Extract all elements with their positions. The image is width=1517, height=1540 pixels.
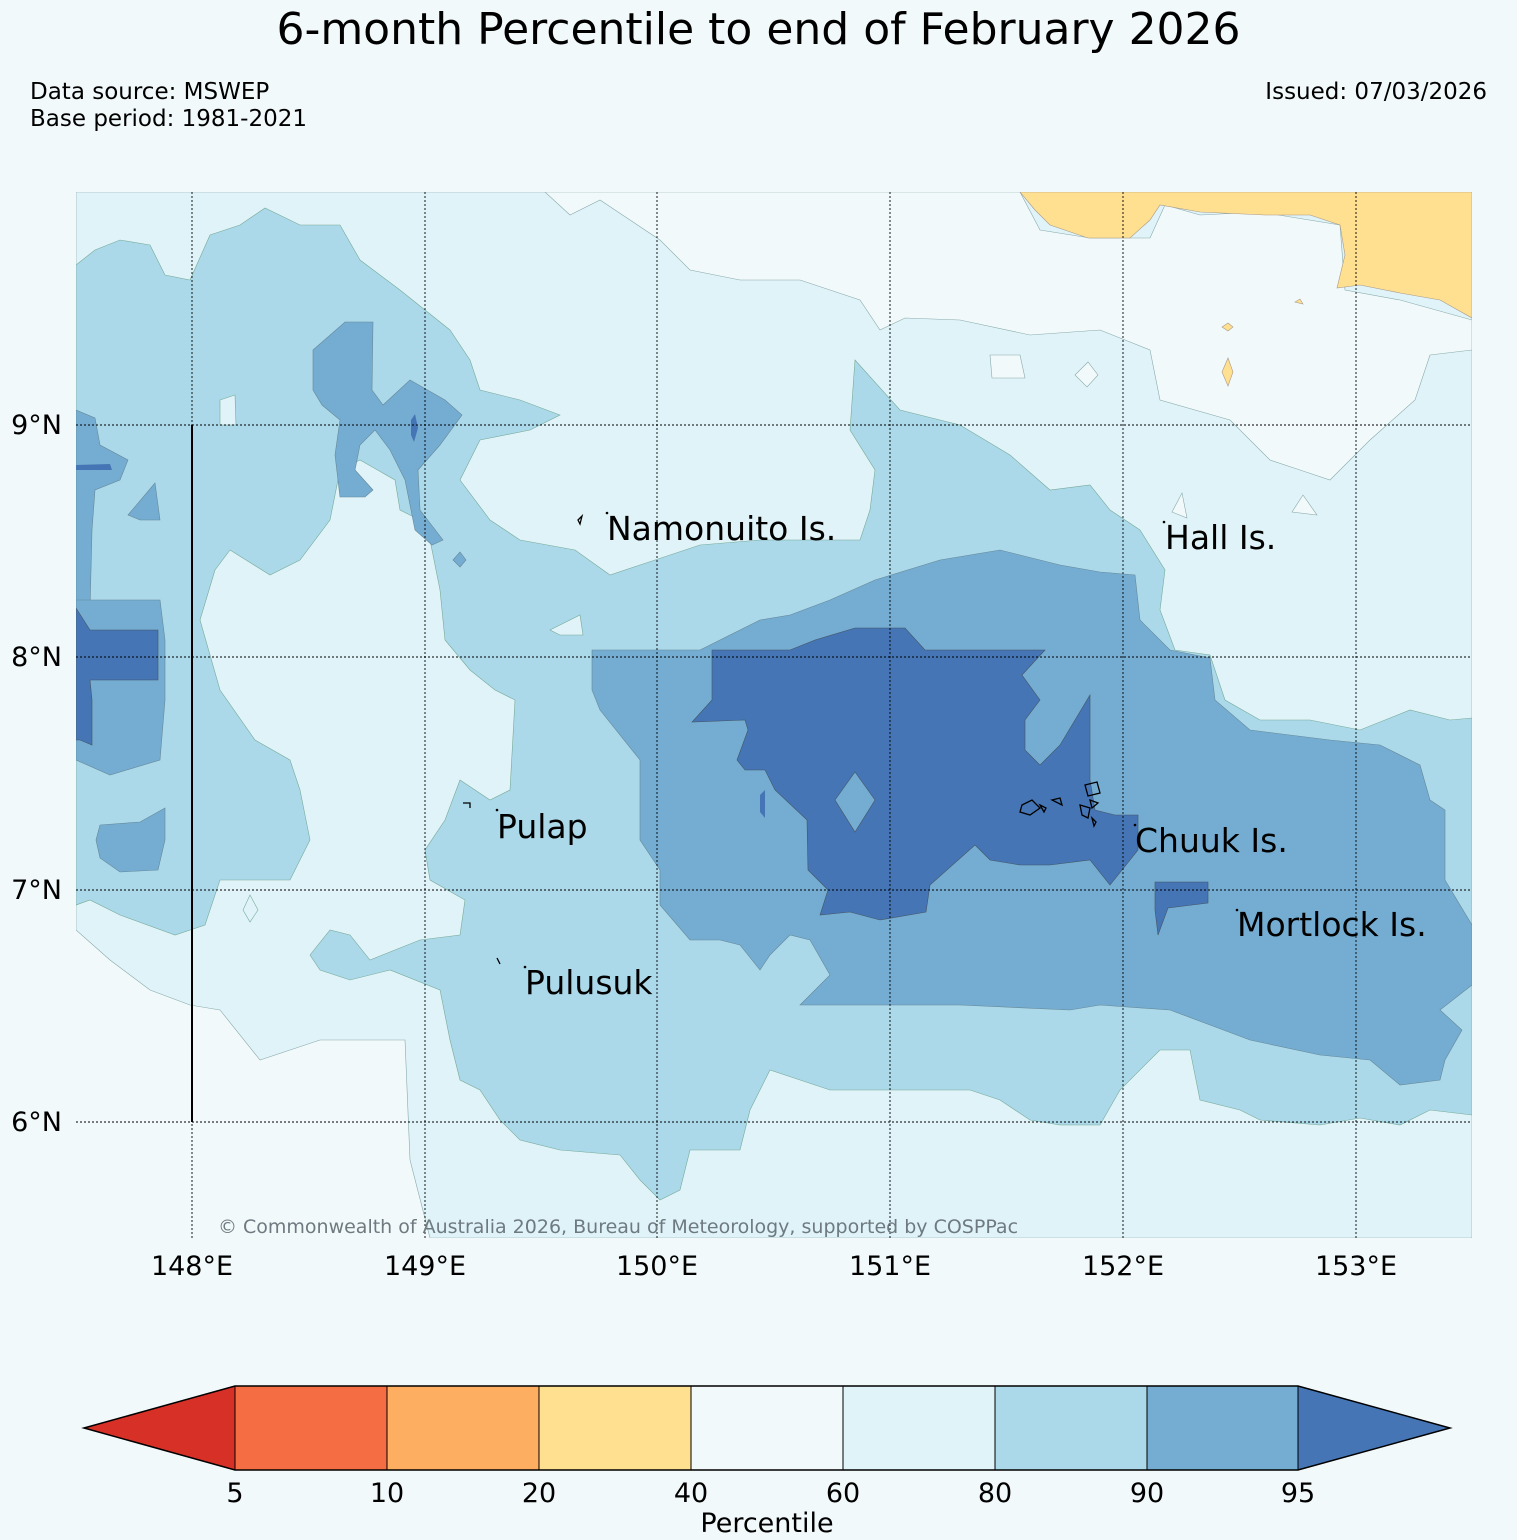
region-20-40 [1294, 298, 1304, 305]
island-outlines [463, 513, 1101, 965]
region-95-plus [411, 414, 418, 442]
colorbar-tick: 5 [226, 1478, 243, 1509]
colorbar-label: Percentile [700, 1508, 833, 1539]
lon-label: 151°E [849, 1251, 931, 1282]
chart-title: 6-month Percentile to end of February 20… [276, 4, 1241, 55]
place-label-hall: Hall Is. [1165, 518, 1276, 557]
region-95-plus [1154, 881, 1209, 936]
colorbar-segment-40-60 [691, 1386, 843, 1470]
lat-label: 6°N [11, 1107, 62, 1138]
region-95-plus [691, 627, 1139, 921]
data-source: Data source: MSWEP [30, 79, 270, 105]
place-markers [495, 511, 1239, 969]
region-20-40 [1221, 357, 1234, 387]
region-95-plus [760, 790, 765, 818]
region-60-80-hole [242, 894, 259, 923]
region-60-80-hole [219, 394, 237, 426]
colorbar-segment-90-95 [1147, 1386, 1298, 1470]
region-40-60-hole [1074, 361, 1099, 388]
lon-label: 150°E [616, 1251, 698, 1282]
colorbar-tick: 40 [674, 1478, 708, 1509]
graticule [76, 192, 1472, 1238]
colorbar-segment-5-10 [235, 1386, 387, 1470]
place-label-pulusuk: Pulusuk [525, 963, 653, 1002]
colorbar-tick: 60 [826, 1478, 860, 1509]
colorbar-tick: 10 [370, 1478, 404, 1509]
region-95-plus [76, 607, 159, 746]
map-plot-area: Namonuito Is. Hall Is. Pulap Chuuk Is. M… [76, 192, 1472, 1238]
data-source-info: Data source: MSWEP Base period: 1981-202… [30, 79, 307, 133]
lat-label: 9°N [11, 410, 62, 441]
lon-label: 148°E [151, 1251, 233, 1282]
colorbar-tick: 90 [1130, 1478, 1164, 1509]
colorbar-segment-above-95 [1298, 1386, 1450, 1470]
colorbar-segment-below-5 [84, 1386, 235, 1470]
copyright-notice: © Commonwealth of Australia 2026, Bureau… [218, 1216, 1018, 1238]
region-20-40 [1019, 192, 1472, 319]
region-95-plus [76, 464, 112, 470]
region-90-95 [452, 551, 467, 568]
place-label-mortlock: Mortlock Is. [1237, 905, 1427, 944]
lat-label: 7°N [11, 875, 62, 906]
lon-label: 153°E [1315, 1251, 1397, 1282]
region-60-80-hole [549, 614, 584, 636]
colorbar-segment-80-90 [995, 1386, 1147, 1470]
colorbar-tick: 80 [978, 1478, 1012, 1509]
region-90-95 [127, 482, 161, 521]
region-90-95-hole [834, 771, 876, 833]
region-40-60-hole [1291, 494, 1318, 516]
colorbar-tick: 95 [1281, 1478, 1315, 1509]
colorbar-tick: 20 [522, 1478, 556, 1509]
region-40-60-hole [989, 354, 1026, 379]
region-20-40 [1221, 322, 1234, 332]
place-label-pulap: Pulap [497, 807, 588, 846]
colorbar-segment-20-40 [539, 1386, 691, 1470]
lon-label: 149°E [384, 1251, 466, 1282]
place-label-namonuito: Namonuito Is. [607, 509, 836, 548]
region-40-60-hole [544, 192, 1472, 481]
region-90-95 [95, 807, 166, 873]
colorbar-segment-10-20 [387, 1386, 539, 1470]
region-40-60-hole [1171, 492, 1188, 519]
region-90-95 [312, 321, 463, 546]
colorbar: 5 10 20 40 60 80 90 95 Percentile [81, 1385, 1453, 1539]
place-label-chuuk: Chuuk Is. [1135, 821, 1288, 860]
lon-label: 152°E [1082, 1251, 1164, 1282]
base-period: Base period: 1981-2021 [30, 106, 308, 132]
issued-date: Issued: 07/03/2026 [1265, 79, 1487, 105]
colorbar-segment-60-80 [843, 1386, 995, 1470]
lat-label: 8°N [11, 642, 62, 673]
